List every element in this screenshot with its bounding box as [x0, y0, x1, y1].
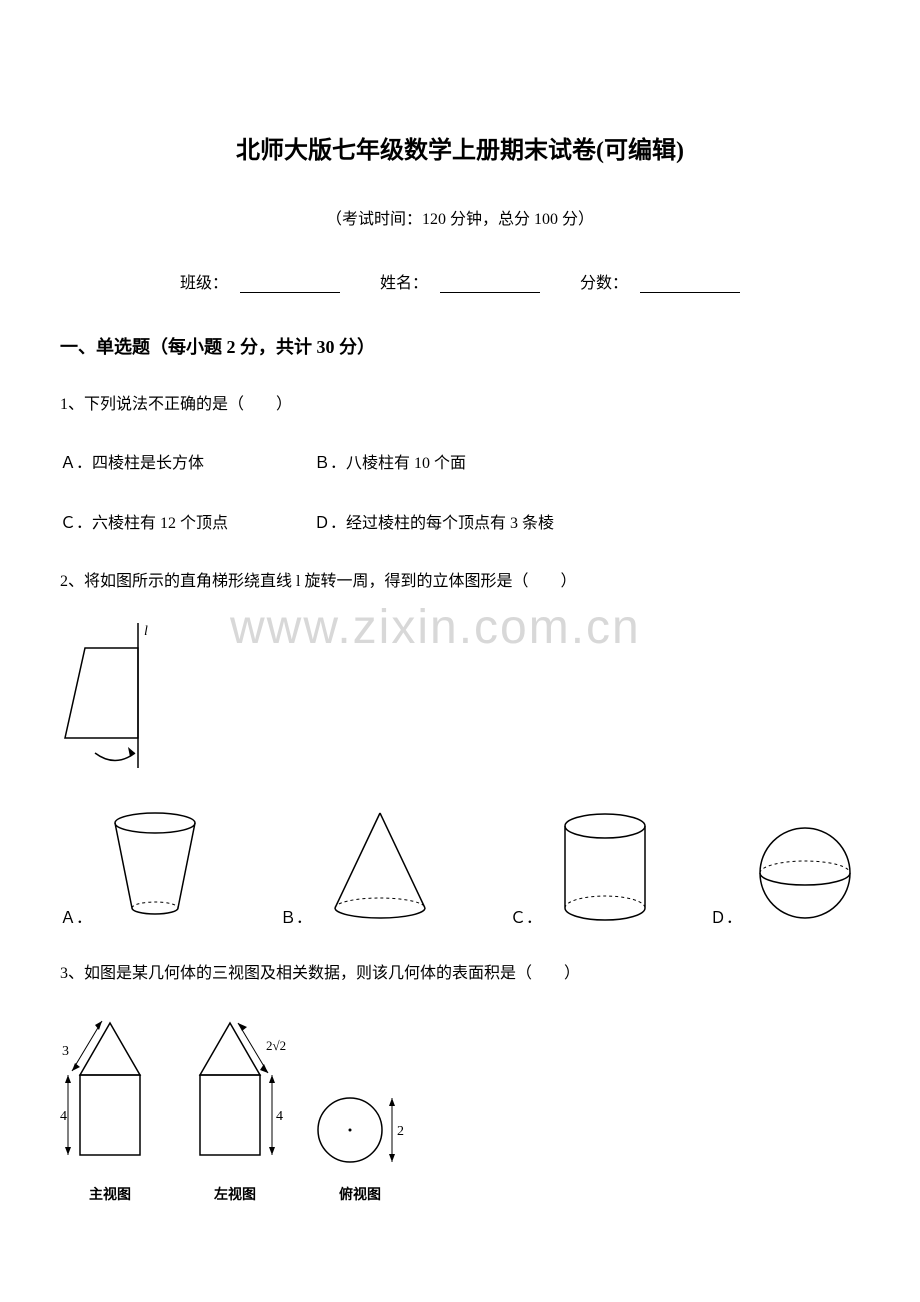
q3-top-view: 2 俯视图	[310, 1085, 410, 1204]
exam-info: （考试时间：120 分钟，总分 100 分）	[60, 205, 860, 229]
q3-top-view-label: 俯视图	[310, 1184, 410, 1204]
fill-row: 班级： 姓名： 分数：	[60, 269, 860, 293]
name-label: 姓名：	[380, 275, 428, 292]
q1-options-1: Ａ．四棱柱是长方体 Ｂ．八棱柱有 10 个面	[60, 446, 860, 481]
q1-opt-c: Ｃ．六棱柱有 12 个顶点	[60, 506, 310, 541]
score-label: 分数：	[580, 275, 628, 292]
class-blank[interactable]	[240, 275, 340, 293]
svg-text:l: l	[144, 624, 148, 639]
q3-left-view-label: 左视图	[180, 1184, 290, 1204]
q2-text: 2、将如图所示的直角梯形绕直线 l 旋转一周，得到的立体图形是（ ）	[60, 566, 860, 598]
q2-options-row: Ａ． Ｂ． Ｃ． Ｄ．	[60, 808, 860, 928]
q2-opt-c-figure	[550, 808, 660, 928]
name-blank[interactable]	[440, 275, 540, 293]
class-label: 班级：	[180, 275, 228, 292]
q2-opt-d-figure	[750, 818, 860, 928]
q2-opt-b-figure	[320, 808, 440, 928]
page-title: 北师大版七年级数学上册期末试卷(可编辑)	[60, 130, 860, 165]
section-title: 一、单选题（每小题 2 分，共计 30 分）	[60, 333, 860, 359]
q3-text: 3、如图是某几何体的三视图及相关数据，则该几何体的表面积是（ ）	[60, 958, 860, 990]
q2-opt-b-label: Ｂ．	[280, 904, 312, 928]
q2-given-figure: l	[60, 623, 170, 778]
q2-opt-a-figure	[100, 808, 210, 928]
q3-label-4a: 4	[60, 1109, 67, 1124]
q3-label-2sqrt2: 2√2	[266, 1038, 286, 1053]
q1-opt-a: Ａ．四棱柱是长方体	[60, 446, 310, 481]
q2-opt-a-label: Ａ．	[60, 904, 92, 928]
q3-label-2: 2	[397, 1124, 404, 1139]
q1-opt-d: Ｄ．经过棱柱的每个顶点有 3 条棱	[314, 506, 594, 541]
q3-main-view-label: 主视图	[60, 1184, 160, 1204]
q3-label-4b: 4	[276, 1109, 283, 1124]
score-blank[interactable]	[640, 275, 740, 293]
q1-options-2: Ｃ．六棱柱有 12 个顶点 Ｄ．经过棱柱的每个顶点有 3 条棱	[60, 506, 860, 541]
q3-left-view: 2√2 4 左视图	[180, 1015, 290, 1204]
q1-text: 1、下列说法不正确的是（ ）	[60, 389, 860, 421]
q3-main-view: 3 4 主视图	[60, 1015, 160, 1204]
q3-label-3: 3	[62, 1044, 69, 1059]
q2-opt-d-label: Ｄ．	[710, 904, 742, 928]
q1-opt-b: Ｂ．八棱柱有 10 个面	[314, 446, 594, 481]
q3-three-views: 3 4 主视图 2√2 4 左视图	[60, 1015, 860, 1204]
q2-opt-c-label: Ｃ．	[510, 904, 542, 928]
